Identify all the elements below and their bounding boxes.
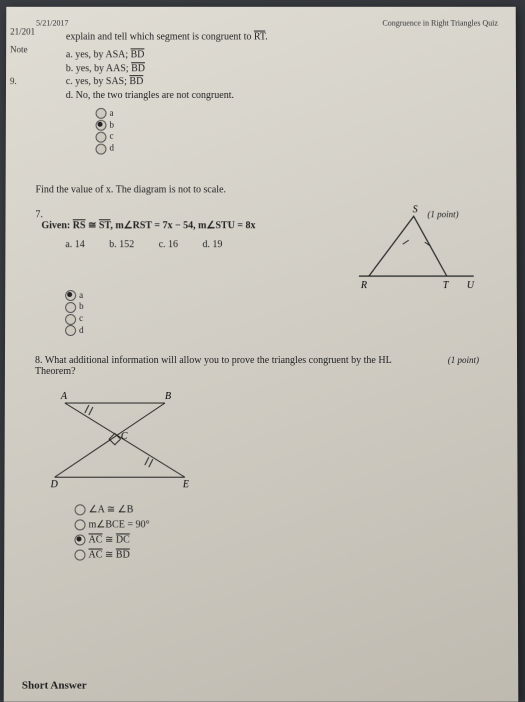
q8-radio-c[interactable] xyxy=(74,534,85,545)
svg-text:A: A xyxy=(60,390,68,401)
svg-text:R: R xyxy=(360,280,367,291)
margin-21: 21/201 xyxy=(10,27,35,37)
radio-b[interactable] xyxy=(96,120,107,131)
quiz-title: Congruence in Right Triangles Quiz xyxy=(382,19,497,28)
q7-radio-group: a b c d xyxy=(65,290,499,337)
q8-options: ∠A ≅ ∠B m∠BCE = 90° AC ≅ DC AC ≅ BD xyxy=(74,502,499,562)
quiz-page: 5/21/2017 Congruence in Right Triangles … xyxy=(4,7,519,702)
q7-section-title: Find the value of x. The diagram is not … xyxy=(36,184,499,195)
q7-radio-b[interactable] xyxy=(65,302,76,313)
q8-radio-d[interactable] xyxy=(74,549,85,560)
svg-text:S: S xyxy=(413,204,418,215)
svg-text:U: U xyxy=(467,280,475,291)
q8-figure: A B C D E xyxy=(45,385,215,495)
margin-note: Note xyxy=(10,44,27,54)
svg-text:E: E xyxy=(182,479,189,490)
q7-radio-d[interactable] xyxy=(65,325,76,336)
margin-q9: 9. xyxy=(10,76,17,86)
svg-text:C: C xyxy=(121,431,128,442)
q8-block: 8. What additional information will allo… xyxy=(34,354,499,562)
svg-text:D: D xyxy=(50,479,59,490)
prev-question-prompt: explain and tell which segment is congru… xyxy=(66,32,498,43)
q7-radio-c[interactable] xyxy=(65,314,76,325)
q7-triangle: S R T U xyxy=(359,204,479,294)
prev-answers: a. yes, by ASA; BD b. yes, by AAS; BD c.… xyxy=(66,48,498,102)
prev-radio-group: a b c d xyxy=(95,108,498,154)
date: 5/21/2017 xyxy=(36,19,68,28)
q8-points: (1 point) xyxy=(448,354,479,376)
svg-text:B: B xyxy=(165,390,171,401)
q8-radio-b[interactable] xyxy=(75,519,86,530)
q8-radio-a[interactable] xyxy=(75,504,86,515)
q7-number: 7. xyxy=(35,209,43,220)
radio-d[interactable] xyxy=(95,143,106,154)
q8-text: 8. What additional information will allo… xyxy=(35,354,415,376)
page-header: 5/21/2017 Congruence in Right Triangles … xyxy=(36,19,498,28)
short-answer-heading: Short Answer xyxy=(22,679,87,691)
radio-c[interactable] xyxy=(96,132,107,143)
radio-a[interactable] xyxy=(96,108,107,119)
q7-radio-a[interactable] xyxy=(65,290,76,301)
svg-text:T: T xyxy=(443,280,450,291)
